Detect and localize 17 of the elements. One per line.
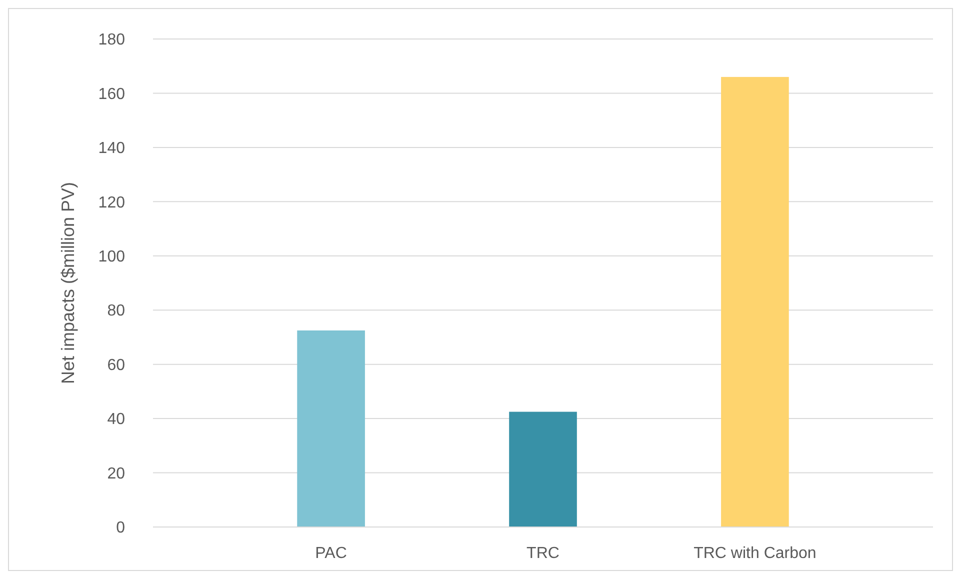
y-tick-label: 40 [107, 411, 126, 428]
bar [721, 76, 789, 527]
x-tick-label: TRC [526, 545, 560, 562]
y-tick-label: 140 [98, 140, 126, 158]
y-tick-label: 180 [98, 32, 126, 49]
y-axis-title: Net impacts ($million PV) [58, 182, 78, 384]
x-tick-label: PAC [315, 545, 347, 562]
y-tick-label: 100 [98, 248, 126, 266]
y-tick-label: 0 [116, 520, 126, 537]
y-tick-label: 160 [98, 86, 126, 103]
y-tick-label: 60 [107, 356, 126, 374]
y-tick-label: 80 [107, 302, 126, 320]
x-tick-label: TRC with Carbon [694, 545, 816, 562]
y-tick-label: 20 [107, 465, 126, 482]
bar [509, 412, 577, 527]
bar [297, 330, 365, 527]
y-tick-label: 120 [98, 194, 126, 212]
